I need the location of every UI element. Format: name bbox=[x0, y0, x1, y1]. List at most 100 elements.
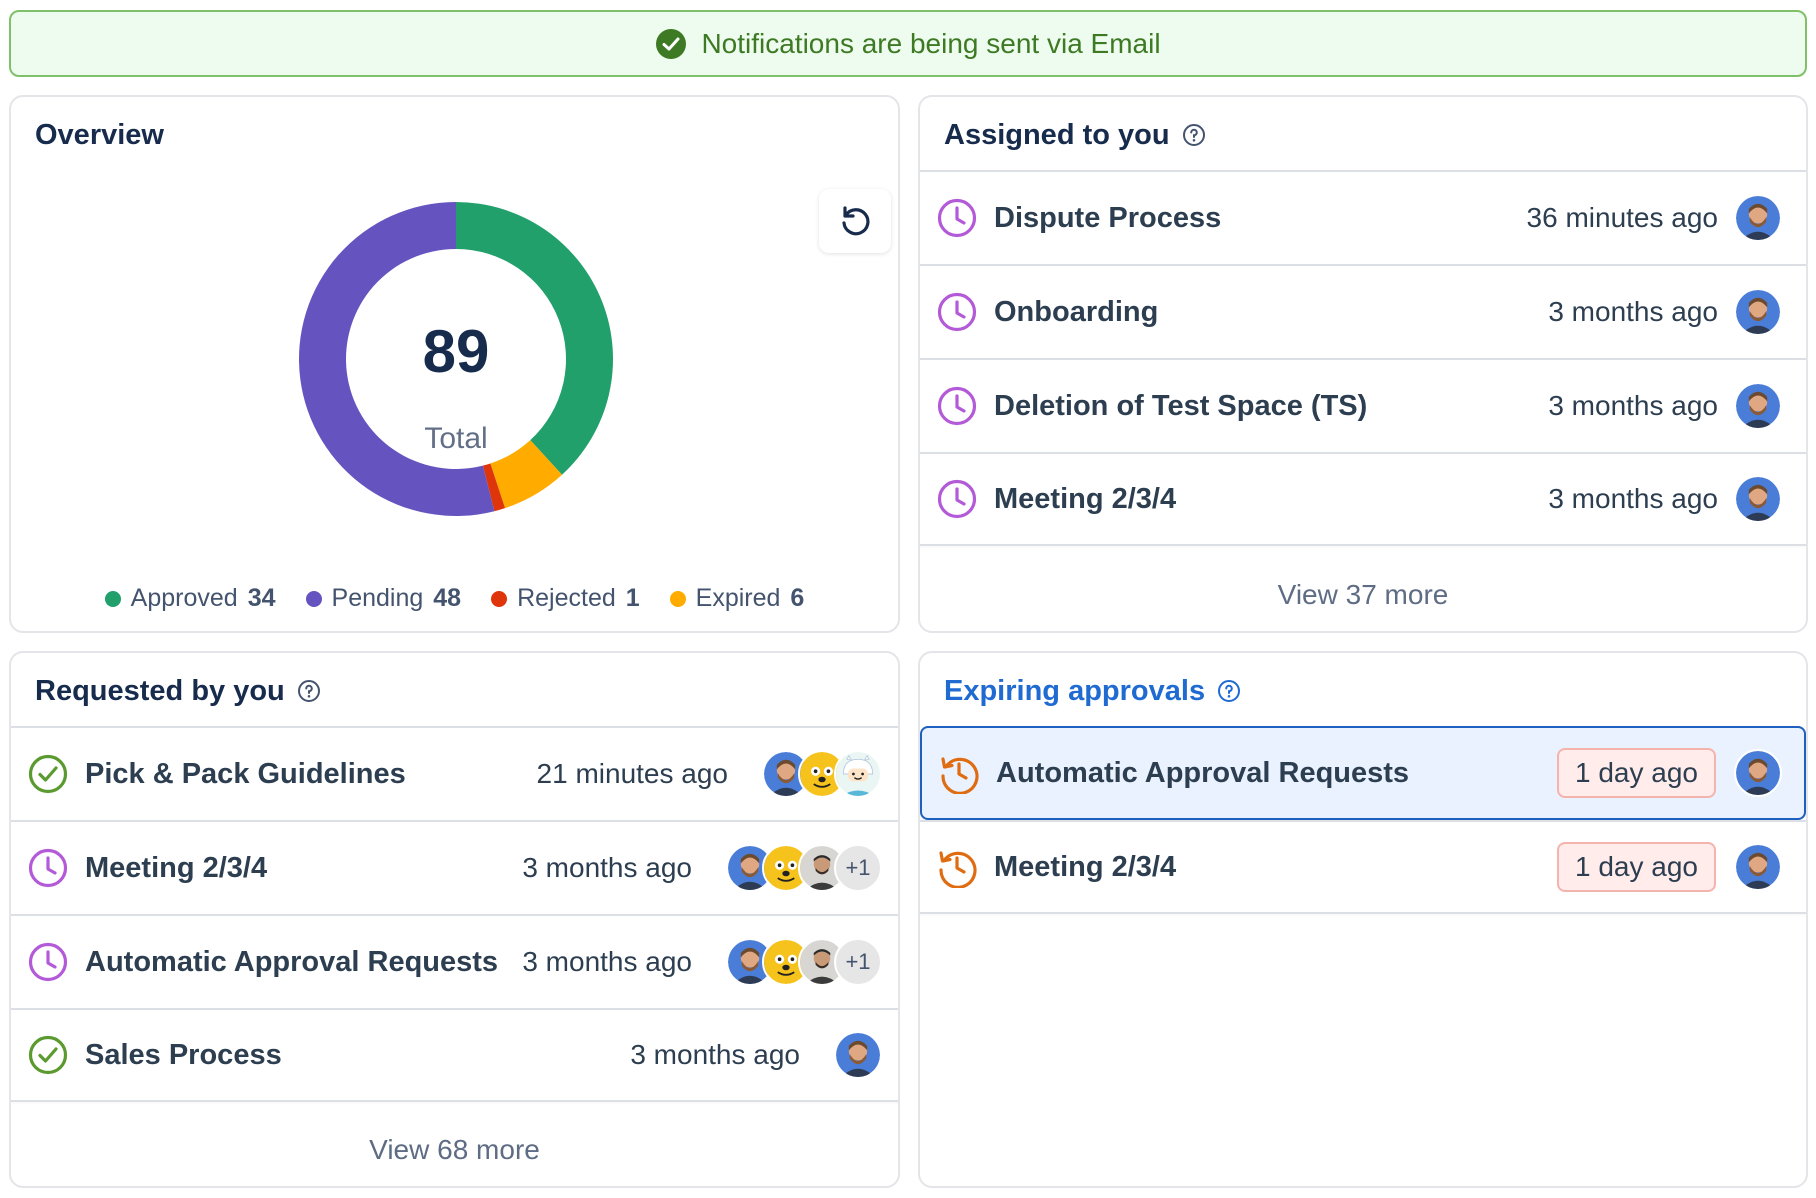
user-avatar-icon bbox=[728, 846, 772, 890]
avatar-group bbox=[1734, 843, 1782, 891]
refresh-icon bbox=[842, 206, 870, 236]
avatar bbox=[1734, 475, 1782, 523]
legend-expired[interactable]: Expired 6 bbox=[669, 584, 804, 613]
avatar-group: +1 bbox=[726, 844, 882, 892]
item-name: Onboarding bbox=[994, 295, 1159, 328]
clock-icon bbox=[28, 848, 68, 888]
requested-list: Pick & Pack Guidelines 21 minutes ago Me… bbox=[11, 726, 898, 1102]
list-item[interactable]: Automatic Approval Requests 3 months ago… bbox=[11, 914, 898, 1008]
legend-dot bbox=[104, 590, 121, 607]
avatar-group bbox=[762, 750, 882, 798]
avatar bbox=[834, 1031, 882, 1079]
assigned-list: Dispute Process 36 minutes ago Onboardin… bbox=[920, 170, 1806, 546]
avatar bbox=[834, 750, 882, 798]
expiring-title[interactable]: Expiring approvals bbox=[944, 669, 1241, 713]
due-badge: 1 day ago bbox=[1557, 842, 1716, 892]
legend-label: Approved bbox=[130, 584, 238, 612]
banner-text: Notifications are being sent via Email bbox=[701, 27, 1161, 59]
avatar-group bbox=[1734, 194, 1782, 242]
item-name: Dispute Process bbox=[994, 201, 1222, 234]
view-more-link[interactable]: View 68 more bbox=[369, 1134, 540, 1165]
overview-card: Overview 89 Total Approved 34 Pending 48… bbox=[9, 95, 900, 633]
donut-slice-expired[interactable] bbox=[490, 440, 563, 509]
clock-icon bbox=[937, 386, 977, 426]
item-name: Automatic Approval Requests bbox=[85, 945, 499, 978]
assigned-title: Assigned to you bbox=[944, 113, 1206, 157]
expiring-title-text[interactable]: Expiring approvals bbox=[944, 674, 1206, 707]
donut-slice-pending[interactable] bbox=[299, 202, 495, 516]
list-item[interactable]: Dispute Process 36 minutes ago bbox=[920, 170, 1806, 264]
avatar bbox=[726, 844, 774, 892]
check-circle-icon bbox=[656, 28, 687, 59]
user-avatar-icon bbox=[1736, 384, 1780, 428]
list-item[interactable]: Pick & Pack Guidelines 21 minutes ago bbox=[11, 726, 898, 820]
expiring-list: Automatic Approval Requests 1 day ago Me… bbox=[920, 726, 1806, 914]
legend-dot bbox=[669, 590, 686, 607]
legend-label: Pending bbox=[331, 584, 424, 612]
donut-slice-approved[interactable] bbox=[456, 202, 613, 475]
donut-slice-rejected[interactable] bbox=[482, 463, 506, 512]
item-time: 3 months ago bbox=[1548, 390, 1718, 421]
item-time: 3 months ago bbox=[630, 1039, 800, 1070]
legend-rejected[interactable]: Rejected 1 bbox=[491, 584, 640, 613]
check-circle-icon bbox=[28, 1035, 68, 1075]
legend-dot bbox=[305, 590, 322, 607]
expiring-card: Expiring approvals Automatic Approval Re… bbox=[918, 651, 1808, 1188]
total-label: Total bbox=[424, 422, 487, 455]
avatar bbox=[1734, 382, 1782, 430]
legend-label: Rejected bbox=[517, 584, 616, 612]
legend-dot bbox=[491, 590, 508, 607]
user-avatar-icon bbox=[764, 752, 808, 796]
more-avatars-count[interactable]: +1 bbox=[834, 844, 882, 892]
item-name: Pick & Pack Guidelines bbox=[85, 757, 406, 790]
list-item[interactable]: Meeting 2/3/4 1 day ago bbox=[920, 820, 1806, 914]
item-name: Meeting 2/3/4 bbox=[994, 482, 1177, 515]
avatar bbox=[1734, 843, 1782, 891]
check-circle-icon bbox=[28, 754, 68, 794]
user-avatar-icon bbox=[728, 940, 772, 984]
legend-value: 34 bbox=[247, 584, 276, 612]
legend-approved[interactable]: Approved 34 bbox=[104, 584, 276, 613]
total-value: 89 bbox=[423, 318, 490, 385]
avatar bbox=[1734, 194, 1782, 242]
question-circle-icon[interactable] bbox=[297, 679, 321, 703]
dog-avatar-icon bbox=[764, 940, 808, 984]
user-avatar-icon bbox=[1736, 751, 1780, 795]
person-avatar-icon bbox=[800, 940, 844, 984]
person-avatar-icon bbox=[800, 846, 844, 890]
avatar-group bbox=[1734, 288, 1782, 336]
item-name: Meeting 2/3/4 bbox=[85, 851, 268, 884]
list-item[interactable]: Meeting 2/3/4 3 months ago bbox=[920, 452, 1806, 546]
list-item[interactable]: Sales Process 3 months ago bbox=[11, 1008, 898, 1102]
overview-title: Overview bbox=[35, 118, 164, 151]
item-time: 3 months ago bbox=[1548, 296, 1718, 327]
avatar-group bbox=[1734, 749, 1782, 797]
refresh-button[interactable] bbox=[819, 189, 891, 253]
history-icon bbox=[939, 851, 977, 888]
requested-title: Requested by you bbox=[35, 669, 321, 713]
legend-value: 1 bbox=[625, 584, 640, 612]
view-more-link[interactable]: View 37 more bbox=[1277, 579, 1449, 610]
user-avatar-icon bbox=[1736, 477, 1780, 521]
avatar-group bbox=[1734, 382, 1782, 430]
legend-pending[interactable]: Pending 48 bbox=[305, 584, 462, 613]
item-time: 36 minutes ago bbox=[1526, 202, 1718, 233]
question-circle-icon[interactable] bbox=[1182, 123, 1206, 147]
user-avatar-icon bbox=[1736, 845, 1780, 889]
clock-icon bbox=[937, 292, 977, 332]
question-circle-icon[interactable] bbox=[1217, 679, 1241, 703]
item-name: Automatic Approval Requests bbox=[996, 756, 1410, 789]
clock-icon bbox=[937, 198, 977, 238]
clock-icon bbox=[937, 479, 977, 519]
list-item[interactable]: Deletion of Test Space (TS) 3 months ago bbox=[920, 358, 1806, 452]
user-avatar-icon bbox=[836, 1033, 880, 1077]
due-badge: 1 day ago bbox=[1557, 748, 1716, 798]
avatar-group bbox=[834, 1031, 882, 1079]
list-item[interactable]: Meeting 2/3/4 3 months ago +1 bbox=[11, 820, 898, 914]
list-item[interactable]: Onboarding 3 months ago bbox=[920, 264, 1806, 358]
item-name: Sales Process bbox=[85, 1038, 282, 1071]
clock-icon bbox=[28, 942, 68, 982]
legend-value: 48 bbox=[433, 584, 462, 612]
list-item[interactable]: Automatic Approval Requests 1 day ago bbox=[920, 726, 1806, 820]
more-avatars-count[interactable]: +1 bbox=[834, 938, 882, 986]
